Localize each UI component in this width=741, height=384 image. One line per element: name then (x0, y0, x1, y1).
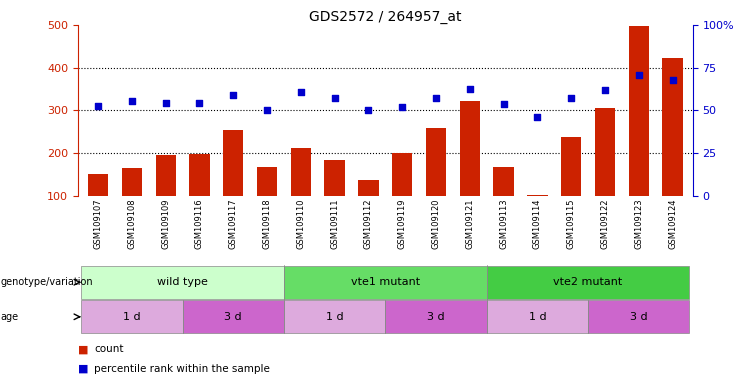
Text: genotype/variation: genotype/variation (1, 277, 93, 287)
Text: wild type: wild type (157, 277, 208, 287)
Text: 1 d: 1 d (326, 312, 343, 322)
Text: 1 d: 1 d (528, 312, 546, 322)
Point (667, 78, 679, 84)
Point (227, 93, 239, 99)
Bar (284, 266, 487, 299)
Bar (459, 101, 480, 238)
Bar (487, 300, 588, 333)
Point (126, 98, 138, 104)
Point (92, 103, 104, 109)
Point (464, 86, 476, 92)
Text: 3 d: 3 d (225, 312, 242, 322)
Bar (325, 161, 345, 238)
Bar (189, 154, 210, 238)
Text: age: age (1, 312, 19, 322)
Bar (392, 153, 412, 238)
Bar (385, 300, 487, 333)
Bar (561, 137, 582, 238)
Text: 1 d: 1 d (123, 312, 141, 322)
Bar (257, 167, 277, 238)
Point (193, 100, 205, 106)
Bar (487, 266, 689, 299)
Point (295, 89, 307, 95)
Point (498, 101, 510, 107)
Text: percentile rank within the sample: percentile rank within the sample (94, 364, 270, 374)
Bar (426, 128, 446, 238)
Text: vte2 mutant: vte2 mutant (554, 277, 622, 287)
Bar (588, 300, 689, 333)
Text: ■: ■ (78, 344, 92, 354)
Bar (182, 300, 284, 333)
Point (531, 114, 543, 120)
Point (160, 99, 172, 106)
Bar (628, 26, 649, 238)
Text: 3 d: 3 d (630, 312, 648, 322)
Title: GDS2572 / 264957_at: GDS2572 / 264957_at (309, 10, 462, 24)
Bar (595, 108, 615, 238)
Text: ■: ■ (78, 364, 92, 374)
Point (430, 95, 442, 101)
Point (362, 107, 374, 114)
Bar (494, 167, 514, 238)
Text: count: count (94, 344, 124, 354)
Bar (82, 300, 182, 333)
Text: 3 d: 3 d (428, 312, 445, 322)
Bar (528, 195, 548, 238)
Bar (662, 58, 682, 238)
Bar (223, 130, 243, 238)
Point (329, 95, 341, 101)
Point (565, 95, 577, 101)
Point (396, 104, 408, 110)
Text: vte1 mutant: vte1 mutant (350, 277, 420, 287)
Point (261, 106, 273, 113)
Bar (82, 266, 284, 299)
Bar (88, 174, 108, 238)
Bar (359, 180, 379, 238)
Point (599, 87, 611, 93)
Bar (156, 155, 176, 238)
Bar (290, 148, 311, 238)
Point (633, 72, 645, 78)
Bar (122, 168, 142, 238)
Bar (284, 300, 385, 333)
